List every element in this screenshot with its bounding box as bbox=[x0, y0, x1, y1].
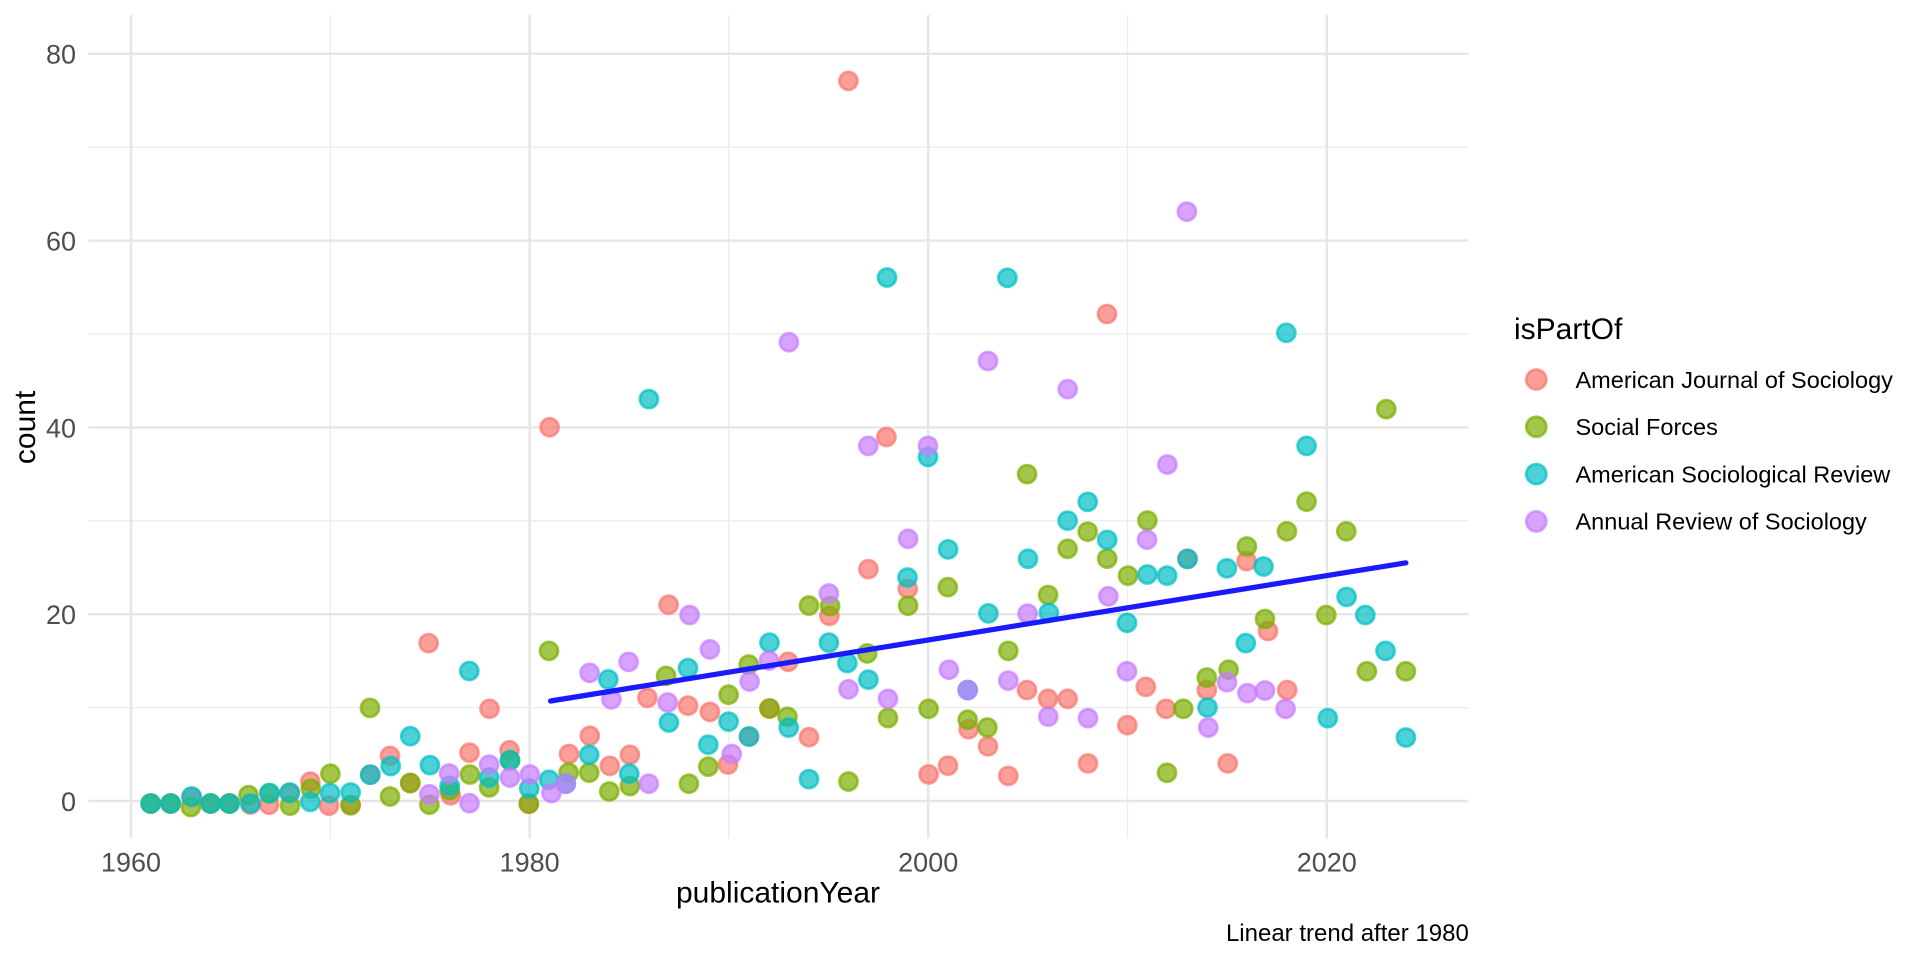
svg-text:count: count bbox=[9, 390, 42, 464]
svg-text:American Sociological Review: American Sociological Review bbox=[1576, 461, 1892, 487]
svg-text:40: 40 bbox=[46, 413, 76, 443]
svg-text:80: 80 bbox=[46, 40, 76, 70]
svg-text:0: 0 bbox=[61, 787, 76, 817]
svg-text:60: 60 bbox=[46, 226, 76, 256]
svg-text:publicationYear: publicationYear bbox=[676, 877, 880, 910]
svg-text:20: 20 bbox=[46, 600, 76, 630]
svg-text:Linear trend after 1980: Linear trend after 1980 bbox=[1226, 920, 1469, 947]
svg-text:2000: 2000 bbox=[898, 848, 958, 878]
svg-text:Social Forces: Social Forces bbox=[1576, 414, 1718, 440]
svg-text:1960: 1960 bbox=[101, 848, 161, 878]
svg-text:1980: 1980 bbox=[500, 848, 560, 878]
svg-text:isPartOf: isPartOf bbox=[1514, 313, 1623, 346]
svg-text:2020: 2020 bbox=[1297, 848, 1357, 878]
svg-text:American Journal of Sociology: American Journal of Sociology bbox=[1576, 367, 1894, 393]
svg-text:Annual Review of Sociology: Annual Review of Sociology bbox=[1576, 509, 1868, 535]
